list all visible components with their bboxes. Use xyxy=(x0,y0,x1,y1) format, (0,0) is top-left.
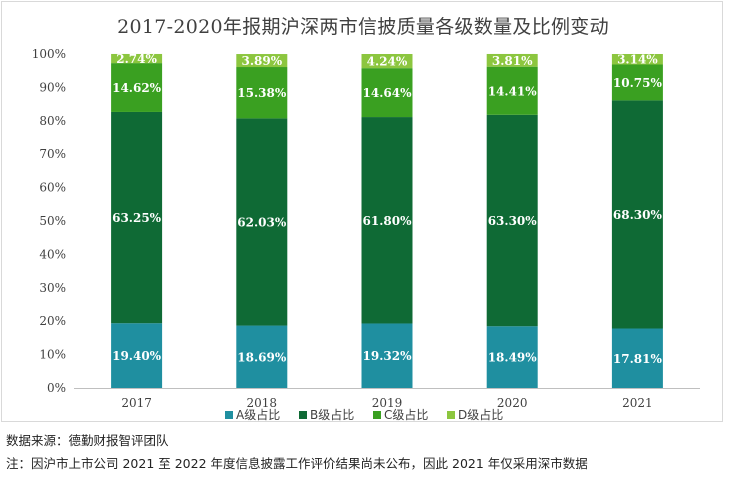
bar-segment-A级占比-2020 xyxy=(486,326,538,388)
data-label: 2.74% xyxy=(116,52,157,66)
x-tick-label: 2021 xyxy=(622,396,653,410)
data-label: 14.64% xyxy=(363,86,413,100)
data-label: 17.81% xyxy=(613,352,663,366)
y-tick-label: 80% xyxy=(39,114,66,128)
data-label: 63.25% xyxy=(112,211,162,225)
bar-segment-B级占比-2021 xyxy=(611,100,663,329)
footnote: 注：因沪市上市公司 2021 至 2022 年度信息披露工作评价结果尚未公布，因… xyxy=(6,456,588,471)
y-tick-label: 30% xyxy=(39,281,66,295)
y-tick-label: 60% xyxy=(39,181,66,195)
bar-segment-A级占比-2019 xyxy=(361,323,413,388)
data-label: 19.32% xyxy=(363,349,413,363)
bar-segment-A级占比-2017 xyxy=(111,323,163,388)
data-label: 62.03% xyxy=(237,215,287,229)
legend-label: A级占比 xyxy=(236,407,280,422)
legend-label: C级占比 xyxy=(384,407,428,422)
x-tick-label: 2018 xyxy=(247,396,278,410)
bar-segment-D级占比-2017 xyxy=(111,53,163,64)
y-tick-label: 20% xyxy=(39,314,66,328)
data-label: 4.24% xyxy=(367,55,408,69)
data-label: 14.62% xyxy=(112,81,162,95)
chart-title: 2017-2020年报期沪深两市信披质量各级数量及比例变动 xyxy=(117,16,609,38)
bar-segment-A级占比-2018 xyxy=(236,325,288,388)
x-tick-label: 2017 xyxy=(121,396,152,410)
y-tick-label: 40% xyxy=(39,247,66,261)
bar-segment-D级占比-2019 xyxy=(361,54,413,69)
legend-swatch-B级占比 xyxy=(299,411,307,419)
bar-segment-C级占比-2018 xyxy=(236,67,288,119)
bar-segment-A级占比-2021 xyxy=(611,328,663,388)
bar-segment-C级占比-2021 xyxy=(611,64,663,101)
y-tick-label: 100% xyxy=(32,47,66,61)
legend-swatch-C级占比 xyxy=(373,411,381,419)
data-label: 61.80% xyxy=(363,214,413,228)
data-source-note: 数据来源：德勤财报智评团队 xyxy=(6,433,169,448)
y-tick-label: 0% xyxy=(47,381,66,395)
legend-label: D级占比 xyxy=(458,407,503,422)
data-label: 19.40% xyxy=(112,349,162,363)
bar-segment-B级占比-2019 xyxy=(361,117,413,324)
data-label: 14.41% xyxy=(488,84,538,98)
data-label: 18.69% xyxy=(237,350,287,364)
data-label: 18.49% xyxy=(488,351,538,365)
data-label: 3.89% xyxy=(241,54,282,68)
bar-segment-C级占比-2017 xyxy=(111,63,163,112)
data-label: 68.30% xyxy=(613,208,663,222)
bar-segment-B级占比-2018 xyxy=(236,118,288,326)
legend-swatch-D级占比 xyxy=(447,411,455,419)
data-label: 3.14% xyxy=(617,53,658,67)
stacked-bar-chart: 0% 10% 20% 30% 40% 50% 60% 70% 80% 90% 100% 19.40% 6… xyxy=(32,47,700,422)
y-tick-label: 70% xyxy=(39,147,66,161)
data-label: 10.75% xyxy=(613,76,663,90)
x-tick-label: 2019 xyxy=(372,396,403,410)
legend-label: B级占比 xyxy=(310,407,354,422)
bar-segment-D级占比-2020 xyxy=(486,53,538,67)
bar-segment-C级占比-2019 xyxy=(361,68,413,118)
data-label: 15.38% xyxy=(237,86,287,100)
bar-segment-D级占比-2018 xyxy=(236,54,288,68)
bar-segment-C级占比-2020 xyxy=(486,66,538,115)
data-label: 63.30% xyxy=(488,214,538,228)
y-tick-label: 50% xyxy=(39,214,66,228)
data-label: 3.81% xyxy=(492,54,533,68)
y-tick-label: 10% xyxy=(39,348,66,362)
bar-segment-B级占比-2020 xyxy=(486,114,538,327)
x-tick-label: 2020 xyxy=(497,396,528,410)
legend-swatch-A级占比 xyxy=(225,411,233,419)
bar-segment-B级占比-2017 xyxy=(111,111,163,324)
y-tick-label: 90% xyxy=(39,80,66,94)
bar-segment-D级占比-2021 xyxy=(611,54,663,65)
